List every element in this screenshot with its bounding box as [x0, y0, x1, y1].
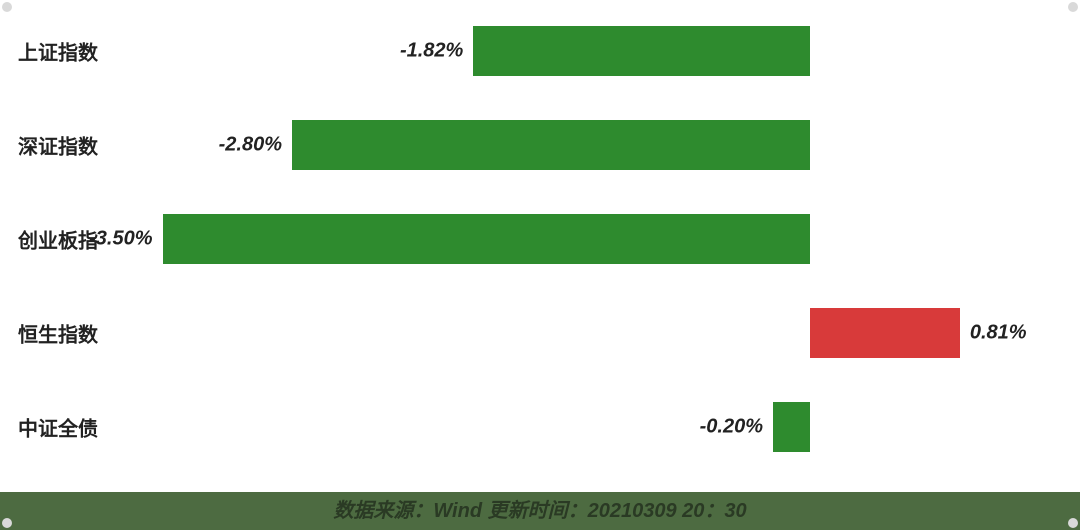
value-label: -3.50%: [89, 228, 152, 251]
bar: [810, 308, 960, 358]
bar: [163, 214, 811, 264]
category-label: 创业板指: [18, 225, 98, 254]
category-label: 深证指数: [18, 131, 98, 160]
corner-dot: [1068, 2, 1078, 12]
value-label: -0.20%: [700, 416, 763, 439]
chart-row: 中证全债 -0.20%: [0, 396, 1080, 458]
chart-container: 上证指数 -1.82% 深证指数 -2.80% 创业板指-3.50% 恒生指数 0.81% 中…: [0, 0, 1080, 530]
corner-dot: [2, 518, 12, 528]
chart-row: 恒生指数 0.81%: [0, 302, 1080, 364]
bar: [773, 402, 810, 452]
corner-dot: [2, 2, 12, 12]
bar: [292, 120, 810, 170]
value-label: -2.80%: [219, 134, 282, 157]
chart-row: 创业板指-3.50%: [0, 208, 1080, 270]
value-label: 0.81%: [970, 322, 1027, 345]
category-label: 恒生指数: [18, 319, 98, 348]
chart-row: 深证指数 -2.80%: [0, 114, 1080, 176]
chart-area: 上证指数 -1.82% 深证指数 -2.80% 创业板指-3.50% 恒生指数 0.81% 中…: [0, 20, 1080, 490]
category-label: 上证指数: [18, 37, 98, 66]
corner-dot: [1068, 518, 1078, 528]
value-label: -1.82%: [400, 40, 463, 63]
category-label: 中证全债: [18, 413, 98, 442]
footer-bar: 数据来源：Wind 更新时间：20210309 20：30: [0, 492, 1080, 530]
bar: [473, 26, 810, 76]
chart-row: 上证指数 -1.82%: [0, 20, 1080, 82]
